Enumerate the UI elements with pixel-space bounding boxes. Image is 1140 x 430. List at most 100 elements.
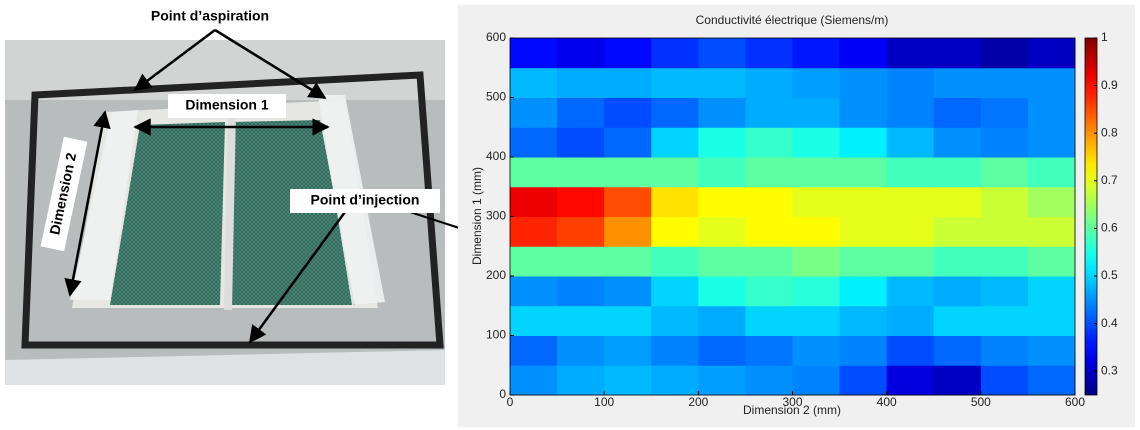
heatmap-cell [1027,38,1076,69]
heatmap-cell [745,365,793,396]
heatmap-cell [510,97,558,128]
heatmap-cell [839,365,888,396]
arrow [64,110,111,297]
heatmap-cell [510,127,558,158]
heatmap-cell [557,246,605,277]
heatmap-cell [557,186,605,217]
heatmap-cell [510,67,558,98]
heatmap-cell [792,246,841,277]
x-tick-label: 100 [594,395,614,409]
colorbar-tick-label: 0.7 [1101,173,1118,187]
heatmap-cell [745,276,793,307]
heatmap-cell [1027,97,1076,128]
heatmap-cell [933,276,982,307]
chart-title: Conductivité électrique (Siemens/m) [696,13,889,27]
heatmap-cell [792,335,841,366]
heatmap-cell [651,246,699,277]
heatmap-cell [557,276,605,307]
x-tick-label: 0 [507,395,514,409]
heatmap-cell [1027,127,1076,158]
y-tick-label: 200 [486,268,506,282]
plastic-front [5,350,445,385]
heatmap-cell [980,276,1029,307]
y-tick-label: 100 [486,328,506,342]
arrow [214,28,327,100]
heatmap-cell [745,305,793,336]
heatmap-cell [980,67,1029,98]
heatmap-cell [698,67,746,98]
heatmap-cell [839,38,888,69]
heatmap-cell [792,216,841,247]
colorbar-tick-label: 1 [1101,30,1108,44]
annotation: Dimension 1 [185,97,268,113]
heatmap-cell [604,246,652,277]
heatmap [510,38,1076,396]
heatmap-cell [745,67,793,98]
heatmap-cell [1027,186,1076,217]
colorbar-tick-label: 0.6 [1101,221,1118,235]
heatmap-cell [510,246,558,277]
heatmap-cell [557,157,605,188]
heatmap-cell [933,127,982,158]
colorbar-tick-label: 0.8 [1101,125,1118,139]
heatmap-cell [933,216,982,247]
heatmap-cell [839,157,888,188]
heatmap-cell [510,305,558,336]
heatmap-cell [839,67,888,98]
heatmap-cell [557,97,605,128]
heatmap-cell [510,335,558,366]
heatmap-cell [792,97,841,128]
heatmap-cell [792,276,841,307]
heatmap-cell [886,38,935,69]
heatmap-cell [651,67,699,98]
heatmap-cell [792,157,841,188]
heatmap-cell [557,365,605,396]
heatmap-cell [557,127,605,158]
heatmap-cell [745,38,793,69]
heatmap-cell [933,246,982,277]
heatmap-cell [698,97,746,128]
heatmap-cell [792,186,841,217]
y-tick-label: 500 [486,90,506,104]
heatmap-cell [980,157,1029,188]
y-tick-label: 600 [486,30,506,44]
heatmap-cell [886,335,935,366]
x-axis-label: Dimension 2 (mm) [743,403,841,417]
heatmap-cell [698,157,746,188]
heatmap-cell [839,216,888,247]
heatmap-cell [886,246,935,277]
heatmap-cell [886,276,935,307]
heatmap-cell [792,38,841,69]
heatmap-cell [792,365,841,396]
heatmap-cell [604,276,652,307]
heatmap-cell [933,335,982,366]
heatmap-cell [886,305,935,336]
heatmap-cell [1027,246,1076,277]
heatmap-cell [698,276,746,307]
photo: Point d’aspiration Dimension 1 Dimension… [5,8,492,385]
heatmap-cell [651,38,699,69]
heatmap-cell [745,216,793,247]
heatmap-cell [651,216,699,247]
heatmap-cell [980,246,1029,277]
heatmap-cell [698,127,746,158]
heatmap-cell [698,246,746,277]
heatmap-cell [651,97,699,128]
heatmap-cell [1027,216,1076,247]
arrow [248,211,347,344]
heatmap-cell [839,276,888,307]
label-box [290,189,440,213]
heatmap-cell [651,127,699,158]
x-tick-label: 400 [877,395,897,409]
x-tick-label: 300 [782,395,802,409]
mesh-left [110,122,225,305]
y-tick-label: 0 [499,387,506,401]
heatmap-cell [933,305,982,336]
x-tick-label: 600 [1065,395,1085,409]
heatmap-cell [792,305,841,336]
seal [21,71,444,349]
heatmap-cell [792,67,841,98]
heatmap-cell [1027,335,1076,366]
annotation: Point d’injection [311,192,420,208]
